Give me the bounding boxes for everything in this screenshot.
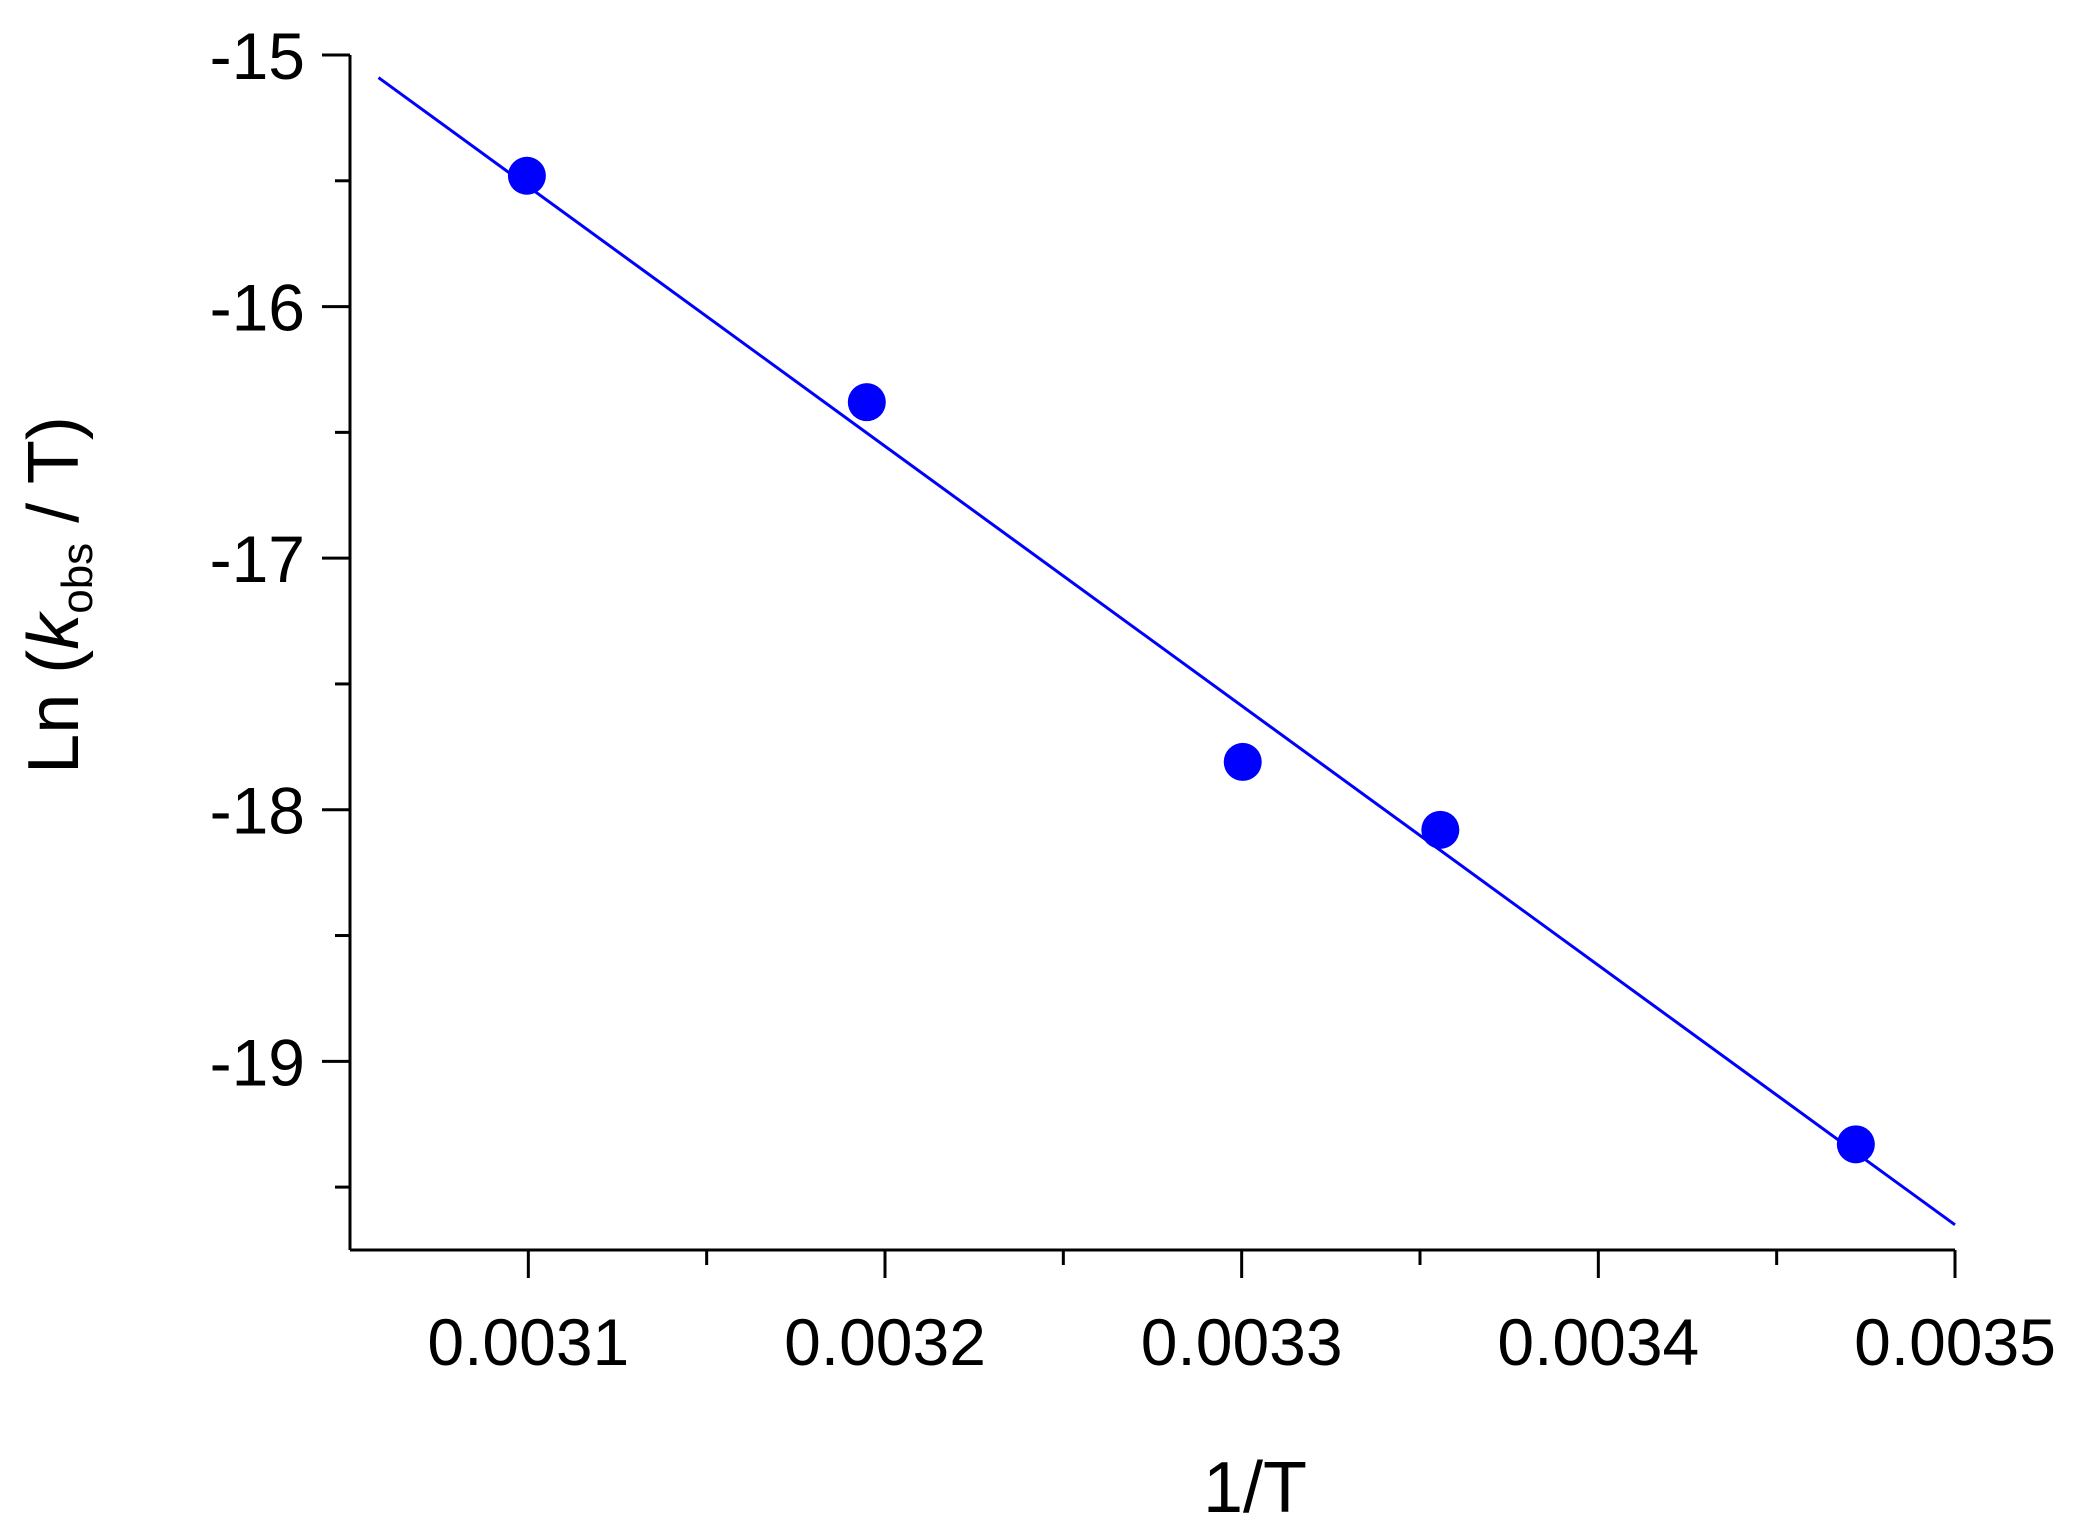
data-point <box>1223 742 1262 781</box>
axes: -15 -16 -17 -18 -19 0.0031 0.0032 0.0033 0.0034 0… <box>210 19 2056 1379</box>
x-tick-label: 0.0031 <box>427 1305 629 1379</box>
data-point <box>1836 1125 1875 1164</box>
data-point <box>507 156 546 195</box>
y-tick-label: -17 <box>210 522 305 596</box>
fit-line-layer <box>377 76 1956 1227</box>
y-axis-title: Ln (kobs / T) <box>14 416 102 774</box>
y-axis-title-prefix: Ln ( <box>14 650 94 774</box>
data-point <box>1421 810 1460 849</box>
x-axis-title: 1/T <box>1203 1448 1307 1526</box>
y-tick-label: -15 <box>210 19 305 93</box>
x-tick-label: 0.0032 <box>784 1305 986 1379</box>
y-axis-title-subscript: obs <box>53 543 102 614</box>
data-point <box>847 383 886 422</box>
y-axis-title-suffix: / T) <box>14 416 94 543</box>
fit-line <box>377 76 1956 1227</box>
data-points <box>507 156 1875 1164</box>
y-tick-label: -19 <box>210 1025 305 1099</box>
x-tick-label: 0.0034 <box>1497 1305 1699 1379</box>
x-tick-label: 0.0033 <box>1141 1305 1343 1379</box>
x-tick-label: 0.0035 <box>1854 1305 2056 1379</box>
y-axis-title-k: k <box>14 610 94 650</box>
y-tick-label: -16 <box>210 271 305 345</box>
y-tick-label: -18 <box>210 774 305 848</box>
